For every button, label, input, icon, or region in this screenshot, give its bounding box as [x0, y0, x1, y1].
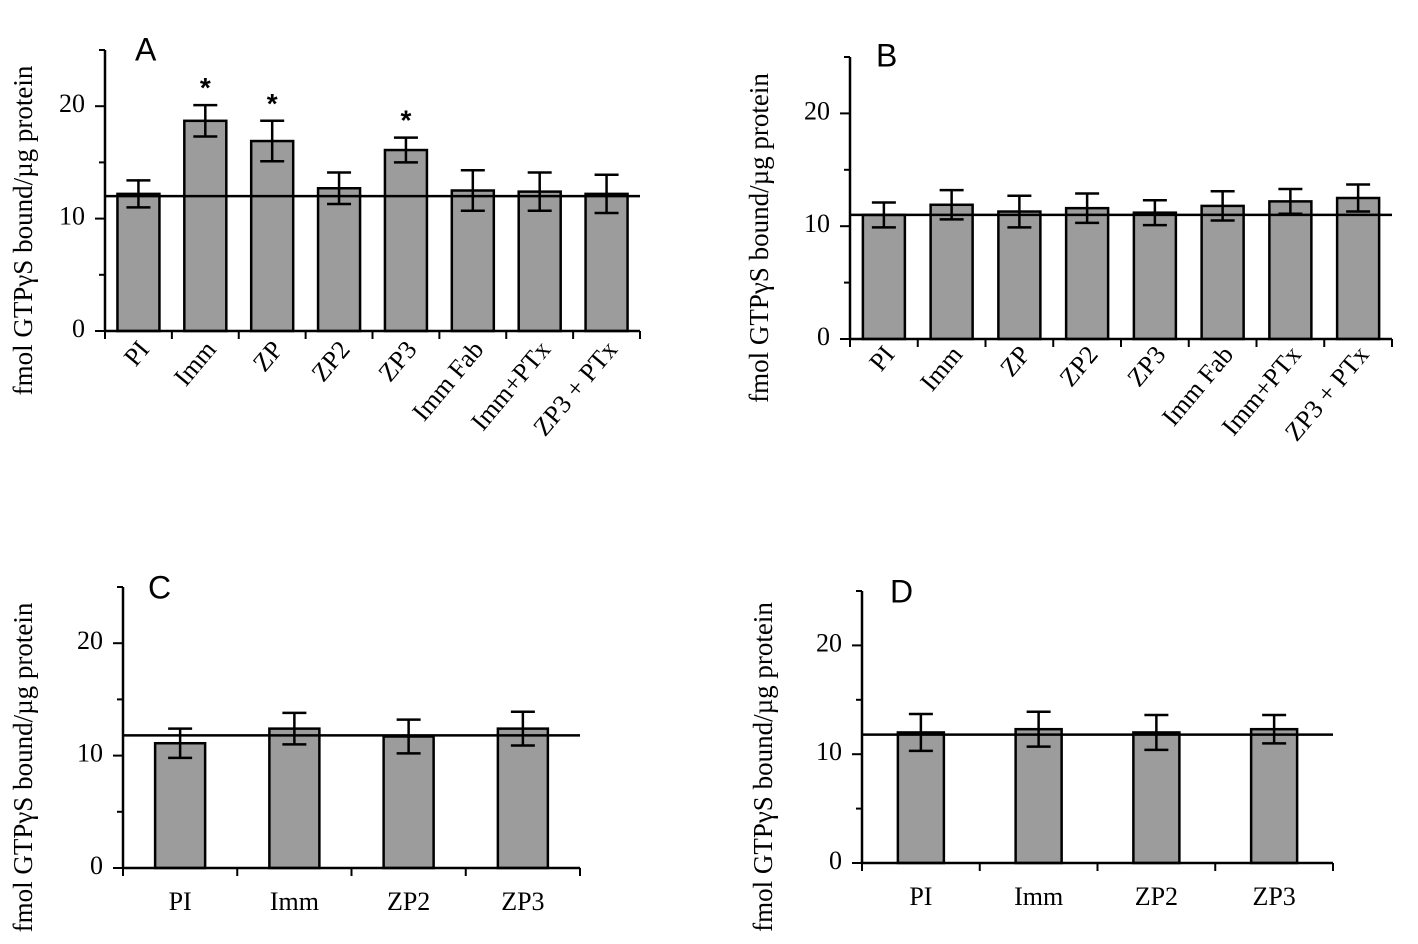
x-tick-label: PI — [118, 335, 155, 371]
bar-PI — [896, 731, 946, 865]
x-tick-label: Imm — [914, 340, 968, 396]
bar-Imm — [268, 727, 321, 870]
y-axis-label: fmol GTPγS bound/µg protein — [744, 73, 774, 403]
significance-marker: * — [200, 72, 211, 103]
panel-letter: B — [876, 37, 897, 73]
y-tick-label: 20 — [804, 96, 830, 125]
panel-letter: C — [148, 569, 171, 605]
y-tick-label: 0 — [829, 846, 842, 875]
y-tick-label: 20 — [816, 628, 842, 657]
significance-marker: * — [400, 105, 411, 136]
bar-ZP — [997, 210, 1042, 341]
x-tick-label: ZP — [994, 340, 1036, 382]
y-tick-label: 0 — [817, 322, 830, 351]
y-axis-label: fmol GTPγS bound/µg protein — [8, 602, 38, 932]
bar-PI — [861, 213, 907, 341]
x-tick-label: ZP3 — [372, 335, 422, 387]
x-tick-label: PI — [909, 882, 932, 911]
y-tick-label: 10 — [59, 202, 85, 231]
x-tick-label: Imm — [1014, 882, 1063, 911]
bar-Imm Fab — [1200, 204, 1245, 341]
x-tick-label: ZP2 — [1135, 882, 1178, 911]
y-tick-label: 0 — [72, 314, 85, 343]
y-tick-label: 20 — [77, 626, 103, 655]
bar-ZP2 — [1132, 731, 1181, 865]
x-tick-label: ZP2 — [306, 335, 356, 387]
bar-PI — [153, 741, 207, 870]
panel-letter: D — [890, 573, 913, 609]
y-tick-label: 10 — [816, 737, 842, 766]
x-tick-label: Imm — [168, 335, 222, 391]
bar-ZP3 — [383, 148, 429, 333]
bar-ZP2 — [382, 735, 435, 870]
bar-ZP3 — [1132, 211, 1178, 341]
bar-Imm — [183, 119, 228, 333]
x-tick-label: ZP2 — [1054, 340, 1104, 392]
x-tick-label: ZP3 — [1252, 882, 1295, 911]
x-tick-label: Imm — [270, 887, 319, 916]
bar-ZP3 — [1249, 727, 1299, 865]
bar-PI — [116, 192, 161, 333]
bar-ZP3 + PTx — [1335, 196, 1381, 341]
bar-Imm — [1014, 727, 1063, 865]
significance-marker: * — [267, 88, 278, 119]
bar-ZP2 — [1064, 206, 1110, 341]
x-tick-label: PI — [169, 887, 192, 916]
panel-letter: A — [135, 31, 157, 67]
bar-Imm Fab — [450, 189, 496, 333]
bar-ZP — [249, 139, 295, 333]
y-tick-label: 10 — [77, 739, 103, 768]
bar-ZP3 + PTx — [584, 192, 629, 333]
y-axis-label: fmol GTPγS bound/µg protein — [748, 602, 778, 932]
x-tick-label: ZP3 — [1121, 340, 1171, 392]
bar-Imm+PTx — [517, 190, 562, 333]
bar-ZP2 — [316, 187, 362, 333]
bar-Imm+PTx — [1268, 200, 1313, 341]
y-tick-label: 0 — [90, 851, 103, 880]
bar-ZP3 — [496, 727, 550, 870]
x-tick-label: PI — [863, 340, 900, 376]
x-tick-label: ZP3 — [501, 887, 544, 916]
y-tick-label: 20 — [59, 89, 85, 118]
y-tick-label: 10 — [804, 209, 830, 238]
bar-Imm — [929, 203, 974, 341]
y-axis-label: fmol GTPγS bound/µg protein — [8, 65, 38, 395]
x-tick-label: ZP2 — [387, 887, 430, 916]
x-tick-label: ZP — [247, 335, 289, 377]
